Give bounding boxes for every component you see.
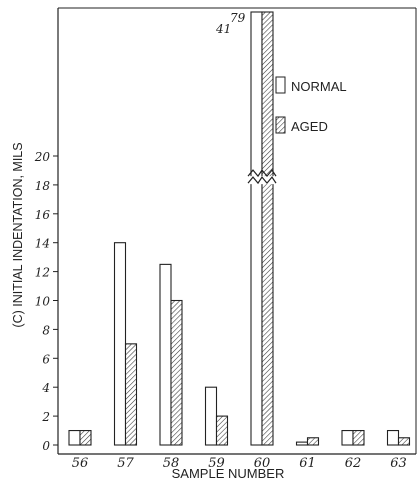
bar-normal-61	[295, 441, 309, 446]
bar-aged-61	[306, 437, 320, 446]
bar-aged-62	[352, 429, 365, 446]
bar-normal-58	[159, 263, 172, 446]
x-axis-ticks: 565758596061626364	[72, 456, 407, 471]
bar-normal-62	[341, 429, 354, 446]
x-tick-label: 56	[72, 456, 89, 471]
bar-aged-60	[261, 11, 274, 446]
x-axis-title: SAMPLE NUMBER	[172, 466, 285, 481]
bar-aged-58	[170, 299, 183, 446]
x-tick-label: 58	[163, 456, 180, 471]
bar-aged-59	[215, 415, 229, 446]
legend-label-normal: NORMAL	[291, 79, 347, 94]
y-axis-ticks: 0 2 4 6 8 10 12 14 16 18 20	[34, 150, 58, 453]
y-tick-label: 20	[34, 150, 51, 164]
bar-aged-56	[79, 429, 92, 446]
axis-break-gap	[248, 176, 276, 185]
x-tick-label: 63	[390, 456, 407, 471]
legend: NORMAL AGED	[275, 76, 347, 134]
bar-normal-63	[386, 429, 400, 446]
y-tick-label: 12	[35, 266, 50, 280]
y-tick-label: 16	[35, 208, 51, 222]
axis-break-zigzag-lower	[247, 176, 277, 185]
legend-swatch-aged	[275, 116, 286, 134]
legend-swatch-normal	[275, 76, 286, 94]
bar-normal-59	[204, 386, 218, 446]
x-tick-label: 57	[117, 456, 134, 471]
y-tick-label: 18	[35, 179, 51, 193]
y-tick-label: 6	[42, 352, 50, 366]
y-tick-label: 4	[41, 381, 50, 395]
bar-aged-63	[397, 437, 411, 446]
y-tick-label: 0	[42, 439, 50, 453]
bar-normal-57	[113, 242, 127, 446]
bar-normal-60	[250, 11, 263, 446]
y-tick-label: 14	[35, 237, 50, 251]
bars	[68, 11, 411, 446]
broken-bar-label-normal: 41	[215, 22, 231, 36]
y-tick-label: 8	[42, 323, 50, 337]
axis-break-zigzag-upper	[247, 169, 277, 178]
legend-label-aged: AGED	[291, 119, 328, 134]
broken-bar-label-aged: 79	[230, 11, 246, 25]
bar-normal-56	[68, 429, 81, 446]
x-tick-label: 62	[345, 456, 362, 471]
y-tick-label: 10	[35, 295, 51, 309]
y-tick-label: 2	[41, 410, 50, 424]
x-tick-label: 61	[299, 456, 316, 471]
bar-aged-57	[124, 343, 138, 446]
y-axis-title: (C) INITIAL INDENTATION, MILS	[11, 142, 25, 327]
x-tick-label: 60	[254, 456, 271, 471]
x-tick-label: 59	[208, 456, 225, 471]
